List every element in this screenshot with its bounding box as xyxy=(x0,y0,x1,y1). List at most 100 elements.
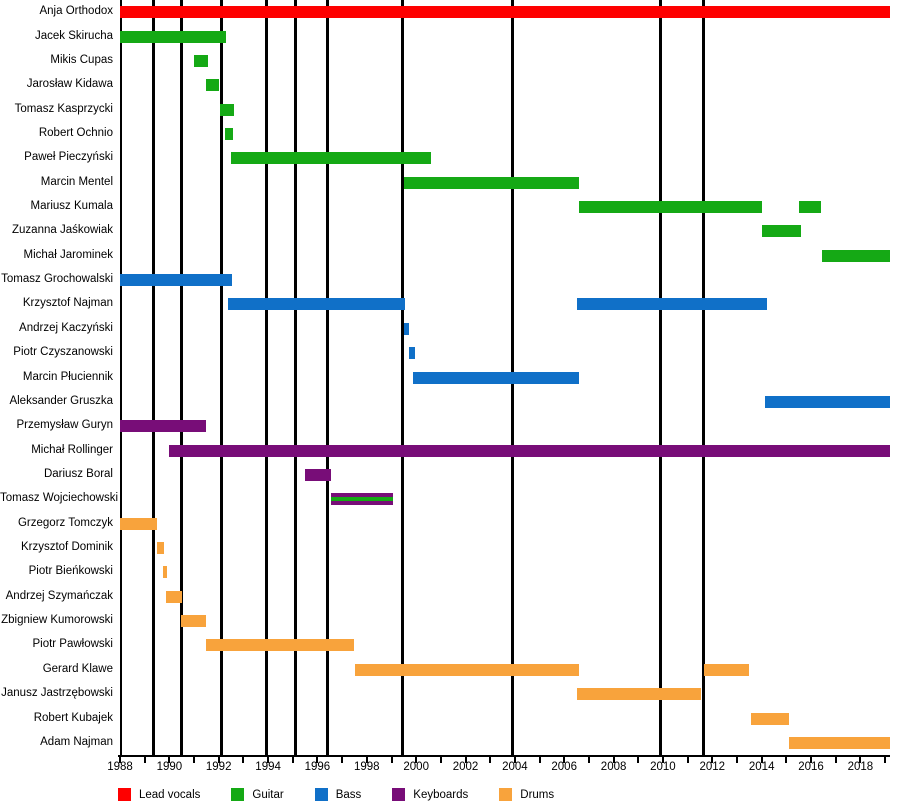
x-tick-label: 1996 xyxy=(304,761,331,773)
member-label: Marcin Płuciennik xyxy=(22,370,113,383)
timeline-bar xyxy=(169,444,890,457)
timeline-bar xyxy=(206,79,219,92)
x-tick xyxy=(785,757,788,763)
timeline-bar xyxy=(120,517,157,530)
timeline-bar xyxy=(120,30,227,43)
timeline-bar xyxy=(408,347,415,360)
timeline-bar xyxy=(231,152,431,165)
legend-item: Keyboards xyxy=(392,788,468,801)
timeline-bar xyxy=(120,274,233,287)
legend-swatch-lead-vocals xyxy=(118,788,131,801)
x-tick xyxy=(316,757,319,763)
x-tick xyxy=(760,757,763,763)
member-labels-column: Anja Orthodox Jacek Skirucha Mikis Cupas Ja… xyxy=(0,0,119,755)
member-label: Tomasz Grochowalski xyxy=(1,273,113,286)
x-tick xyxy=(810,757,812,763)
x-tick-label: 2012 xyxy=(699,761,726,773)
x-tick xyxy=(637,757,640,763)
timeline-bar xyxy=(331,493,393,506)
event-line xyxy=(658,0,662,755)
legend-item: Guitar xyxy=(231,788,284,801)
legend-swatch-bass xyxy=(314,788,328,801)
x-tick-label: 2006 xyxy=(551,761,577,773)
member-label: Robert Ochnio xyxy=(38,127,113,139)
timeline-bar xyxy=(765,395,890,408)
x-tick xyxy=(143,757,146,763)
member-label: Andrzej Kaczyński xyxy=(19,321,113,334)
member-label: Andrzej Szymańczak xyxy=(5,589,113,602)
event-line xyxy=(265,0,269,755)
x-tick xyxy=(884,757,887,763)
timeline-bar xyxy=(157,542,165,554)
x-tick-label: 1992 xyxy=(205,761,232,773)
x-tick xyxy=(341,757,344,763)
member-label: Robert Kubajek xyxy=(33,711,113,724)
x-tick xyxy=(464,757,467,763)
x-tick-label: 2016 xyxy=(798,761,824,773)
member-label: Anja Orthodox xyxy=(39,5,113,18)
member-label: Tomasz Kasprzycki xyxy=(14,102,113,115)
member-label: Piotr Czyszanowski xyxy=(13,346,113,359)
legend-swatch-guitar xyxy=(231,788,245,801)
x-tick xyxy=(563,757,566,763)
x-tick xyxy=(291,757,294,763)
x-tick xyxy=(242,757,245,763)
member-label: Mikis Cupas xyxy=(50,53,113,66)
x-tick xyxy=(538,757,541,763)
x-tick xyxy=(267,757,270,763)
timeline-bar xyxy=(579,201,762,213)
x-tick-label: 2000 xyxy=(403,761,429,773)
member-label: Paweł Pieczyński xyxy=(24,151,113,164)
member-label: Michał Jarominek xyxy=(23,248,113,261)
x-tick-label: 1994 xyxy=(255,761,281,773)
timeline-bar xyxy=(354,663,580,676)
legend-swatch-keyboards xyxy=(392,788,406,801)
x-tick xyxy=(390,757,393,763)
x-tick xyxy=(661,757,664,763)
timeline-bar-stripe xyxy=(331,497,393,502)
member-label: Krzysztof Dominik xyxy=(20,541,113,553)
x-tick xyxy=(587,757,590,763)
x-tick xyxy=(736,757,738,763)
x-tick-label: 2008 xyxy=(600,761,627,773)
x-tick-label: 2014 xyxy=(748,761,775,773)
timeline-bar xyxy=(576,298,767,311)
event-line xyxy=(400,0,404,755)
member-label: Gerard Klawe xyxy=(42,662,113,675)
event-line xyxy=(293,0,297,755)
member-label: Michał Rollinger xyxy=(31,443,113,456)
member-label: Krzysztof Najman xyxy=(22,297,113,310)
x-tick-label: 1990 xyxy=(156,761,183,773)
x-tick xyxy=(168,757,171,763)
member-label: Dariusz Boral xyxy=(43,467,113,480)
timeline-bar xyxy=(163,566,167,579)
member-label: Mariusz Kumala xyxy=(30,200,113,212)
x-tick-label: 1988 xyxy=(107,761,133,773)
plot-area xyxy=(120,0,890,755)
legend-item: Lead vocals xyxy=(118,788,200,801)
legend-label: Guitar xyxy=(252,788,284,801)
timeline-bar xyxy=(788,736,890,749)
legend-swatch-drums xyxy=(499,788,513,801)
timeline-bar xyxy=(403,322,410,335)
timeline-bar xyxy=(412,371,580,384)
member-label: Tomasz Wojciechowski xyxy=(0,492,119,505)
timeline-bar xyxy=(750,712,789,725)
timeline-bar xyxy=(194,54,208,67)
member-label: Jarosław Kidawa xyxy=(26,78,113,91)
timeline-bar xyxy=(227,298,405,311)
x-tick xyxy=(439,757,442,763)
legend-label: Drums xyxy=(520,788,555,801)
event-line xyxy=(701,0,705,755)
legend: Lead vocals Guitar Bass Keyboards Drums xyxy=(118,788,554,801)
timeline-bar xyxy=(761,225,802,238)
x-tick xyxy=(415,757,418,763)
legend-item: Drums xyxy=(499,788,554,801)
member-label: Janusz Jastrzębowski xyxy=(1,687,113,700)
x-tick xyxy=(119,757,121,763)
event-line xyxy=(325,0,329,755)
timeline-bar xyxy=(224,128,234,140)
x-tick-label: 2018 xyxy=(847,761,874,773)
timeline-bar xyxy=(822,249,890,262)
timeline-bar xyxy=(165,590,182,603)
